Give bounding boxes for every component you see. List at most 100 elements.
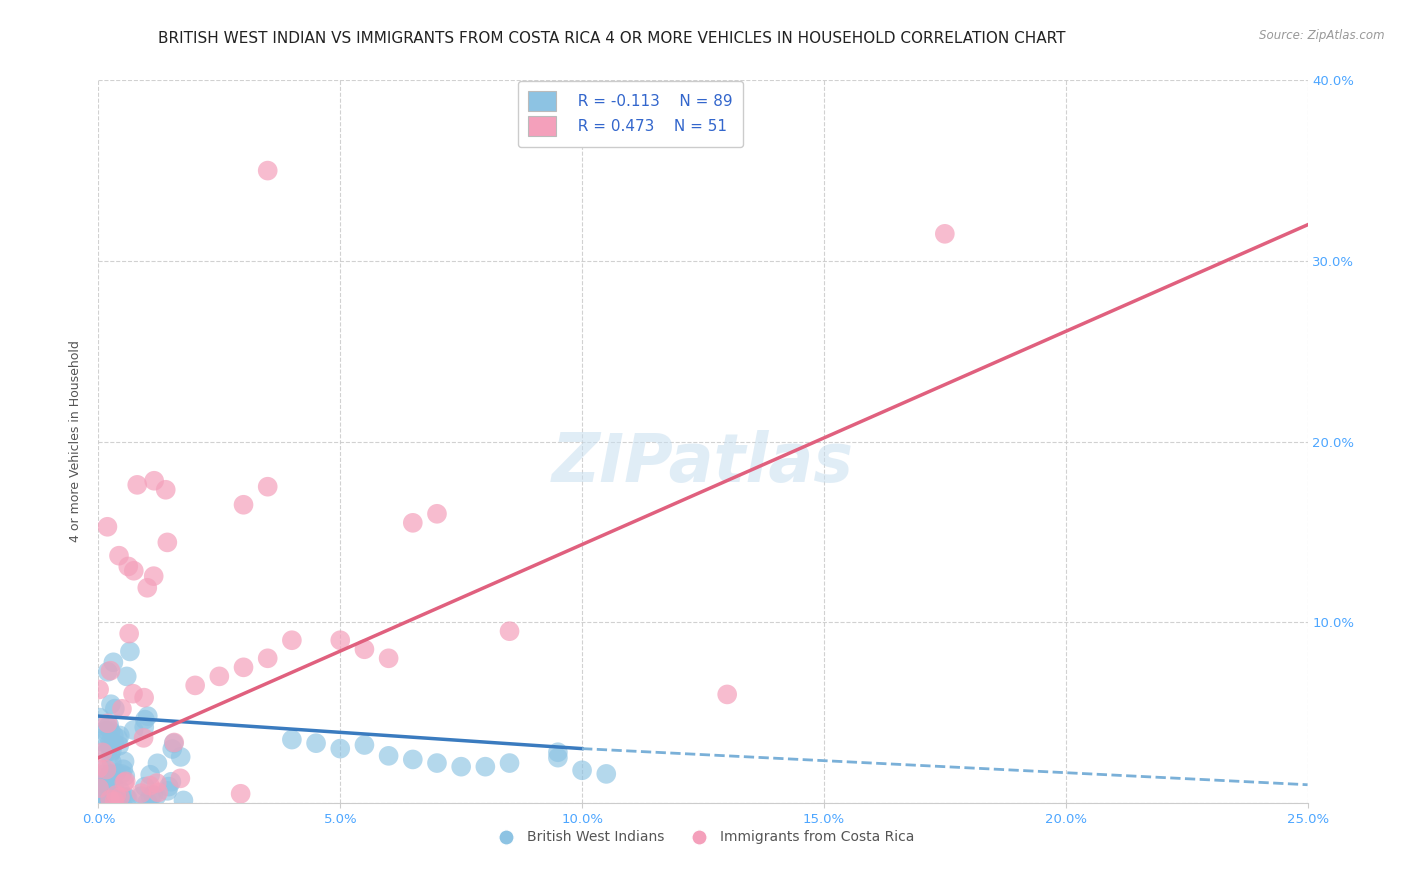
Point	[134, 720, 156, 734]
Point	[94, 794, 117, 808]
Point	[115, 669, 138, 683]
Point	[146, 776, 169, 790]
Point	[136, 581, 159, 595]
Point	[91, 763, 114, 777]
Point	[146, 756, 169, 771]
Point	[112, 762, 135, 776]
Point	[87, 781, 110, 796]
Point	[97, 771, 120, 785]
Point	[91, 771, 114, 785]
Point	[97, 716, 120, 731]
Point	[131, 789, 153, 803]
Point	[112, 775, 135, 789]
Point	[232, 660, 254, 674]
Point	[105, 795, 128, 809]
Point	[122, 687, 145, 701]
Y-axis label: 4 or more Vehicles in Household: 4 or more Vehicles in Household	[69, 341, 83, 542]
Point	[94, 794, 117, 808]
Point	[110, 783, 132, 797]
Point	[91, 789, 114, 804]
Point	[104, 701, 127, 715]
Point	[87, 761, 110, 775]
Point	[105, 788, 128, 802]
Point	[122, 564, 145, 578]
Point	[426, 756, 449, 770]
Point	[256, 480, 278, 494]
Point	[97, 720, 120, 734]
Point	[118, 644, 141, 658]
Point	[256, 163, 278, 178]
Point	[103, 736, 125, 750]
Point	[170, 750, 193, 764]
Point	[98, 739, 121, 754]
Point	[89, 796, 111, 810]
Point	[100, 697, 122, 711]
Point	[87, 682, 110, 697]
Point	[934, 227, 956, 241]
Point	[156, 784, 179, 798]
Point	[90, 788, 112, 802]
Point	[96, 745, 118, 759]
Point	[498, 624, 520, 639]
Point	[172, 793, 194, 807]
Point	[184, 678, 207, 692]
Point	[305, 736, 328, 750]
Point	[329, 741, 352, 756]
Point	[571, 764, 593, 778]
Point	[96, 723, 118, 738]
Point	[136, 796, 159, 810]
Point	[96, 520, 118, 534]
Point	[229, 787, 252, 801]
Point	[96, 763, 118, 777]
Point	[426, 507, 449, 521]
Point	[103, 778, 125, 792]
Point	[547, 745, 569, 759]
Point	[160, 774, 183, 789]
Point	[107, 731, 129, 746]
Point	[143, 474, 166, 488]
Point	[97, 665, 120, 679]
Text: Source: ZipAtlas.com: Source: ZipAtlas.com	[1260, 29, 1385, 42]
Point	[103, 655, 125, 669]
Point	[498, 756, 520, 770]
Point	[474, 760, 496, 774]
Point	[377, 651, 399, 665]
Point	[117, 791, 139, 805]
Text: BRITISH WEST INDIAN VS IMMIGRANTS FROM COSTA RICA 4 OR MORE VEHICLES IN HOUSEHOL: BRITISH WEST INDIAN VS IMMIGRANTS FROM C…	[157, 31, 1066, 46]
Point	[139, 789, 162, 804]
Point	[118, 626, 141, 640]
Point	[134, 780, 156, 794]
Point	[101, 796, 124, 810]
Point	[114, 774, 136, 789]
Point	[93, 781, 115, 796]
Point	[129, 786, 152, 800]
Point	[103, 728, 125, 742]
Point	[94, 767, 117, 781]
Point	[111, 789, 134, 804]
Point	[103, 794, 125, 808]
Point	[117, 559, 139, 574]
Point	[169, 772, 191, 786]
Point	[402, 516, 425, 530]
Point	[122, 723, 145, 737]
Point	[353, 738, 375, 752]
Point	[127, 478, 149, 492]
Point	[96, 728, 118, 742]
Point	[595, 767, 617, 781]
Point	[98, 747, 121, 762]
Point	[93, 779, 115, 793]
Point	[256, 651, 278, 665]
Point	[108, 789, 131, 804]
Point	[377, 748, 399, 763]
Point	[353, 642, 375, 657]
Point	[111, 767, 134, 781]
Point	[108, 739, 131, 753]
Point	[87, 734, 110, 748]
Point	[281, 633, 304, 648]
Point	[114, 769, 136, 783]
Point	[139, 768, 162, 782]
Point	[145, 789, 167, 804]
Point	[142, 569, 165, 583]
Point	[96, 789, 118, 803]
Point	[93, 777, 115, 791]
